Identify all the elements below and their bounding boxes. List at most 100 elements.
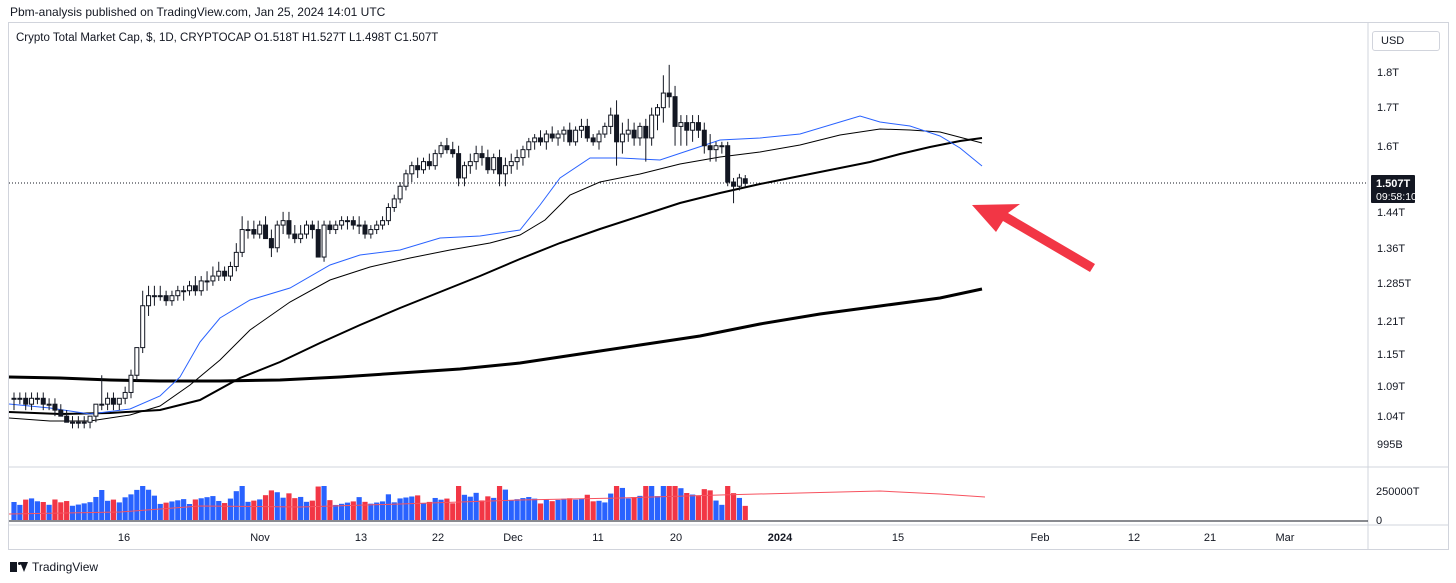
candle <box>187 280 192 296</box>
candle <box>625 118 631 142</box>
volume-bar <box>11 502 17 520</box>
candle <box>426 153 432 170</box>
volume-bar <box>280 497 286 520</box>
candle <box>333 220 339 235</box>
volume-bar <box>64 501 70 520</box>
ma-50-line <box>8 137 983 416</box>
y-tick-label: 1.285T <box>1377 278 1412 290</box>
candle <box>467 153 473 174</box>
candle <box>286 211 292 239</box>
candle <box>637 122 643 146</box>
x-tick-label: Mar <box>1276 532 1295 544</box>
candle <box>584 118 590 142</box>
candle <box>321 220 327 262</box>
candle <box>327 220 333 235</box>
volume-bar <box>596 500 602 520</box>
volume-bar <box>479 500 485 520</box>
volume-bar <box>397 498 403 520</box>
chart-frame <box>8 22 1449 550</box>
candle <box>602 122 608 138</box>
currency-button[interactable]: USD <box>1372 31 1440 51</box>
volume-bar <box>690 494 696 520</box>
volume-bar <box>520 498 526 520</box>
volume-bar <box>298 496 304 520</box>
tradingview-footer[interactable]: TradingView <box>10 560 98 574</box>
candle <box>567 122 573 146</box>
volume-bar <box>695 496 702 520</box>
volume-bar <box>198 498 204 520</box>
candle <box>40 392 46 411</box>
publisher-line: Pbm-analysis published on TradingView.co… <box>10 5 386 19</box>
volume-bar <box>28 498 35 520</box>
candle <box>502 157 508 187</box>
candle <box>713 141 719 162</box>
x-tick-label: 2024 <box>768 532 793 544</box>
candle <box>368 225 374 239</box>
candle <box>432 149 438 170</box>
x-tick-label: 15 <box>892 532 904 544</box>
candle <box>122 386 128 405</box>
volume-bar <box>99 490 105 520</box>
volume-bar <box>23 499 29 520</box>
volume-bar <box>584 494 590 520</box>
volume-bar <box>321 486 327 520</box>
candle <box>292 225 298 244</box>
candle <box>578 118 584 138</box>
volume-bar <box>110 499 117 520</box>
volume-bar <box>186 504 193 520</box>
candle <box>52 398 58 417</box>
candle <box>479 145 485 166</box>
volume-bar <box>701 489 707 520</box>
last-price-value: 1.507T <box>1376 178 1411 190</box>
axis-separators <box>9 23 1448 549</box>
x-tick-label: 11 <box>592 532 603 544</box>
candle <box>403 169 409 191</box>
candle <box>34 392 40 405</box>
volume-bar <box>175 500 181 520</box>
candle <box>11 392 17 411</box>
candle <box>684 115 690 146</box>
volume-bar <box>233 491 239 520</box>
y-tick-label: 1.44T <box>1377 207 1405 219</box>
candle <box>614 100 620 166</box>
candle <box>239 216 245 258</box>
volume-bar <box>613 486 620 520</box>
candle <box>17 392 23 405</box>
volume-bar <box>251 500 257 520</box>
volume-bar <box>216 500 222 520</box>
candle <box>128 369 134 399</box>
volume-bar <box>292 498 298 520</box>
candle <box>175 285 181 301</box>
candle <box>649 107 655 146</box>
volume-bar <box>227 498 234 520</box>
volume-bar <box>356 497 362 520</box>
volume-bar <box>87 502 93 520</box>
candles-layer <box>11 64 748 429</box>
x-tick-label: 12 <box>1128 532 1140 544</box>
volume-bar <box>637 495 643 520</box>
volume-bar <box>409 496 415 520</box>
candle <box>666 64 672 108</box>
volume-bar <box>625 498 631 520</box>
ma-20-line <box>8 128 983 422</box>
x-tick-label: 13 <box>355 532 367 544</box>
volume-bar <box>128 494 134 520</box>
x-tick-label: 20 <box>670 532 682 544</box>
y-tick-label: 1.8T <box>1377 67 1399 79</box>
candle <box>736 173 742 191</box>
x-tick-label: Feb <box>1031 532 1050 544</box>
candle <box>263 216 269 240</box>
volume-bar <box>344 502 351 520</box>
volume-bar <box>543 499 549 520</box>
candle <box>719 141 725 154</box>
candle <box>678 115 684 146</box>
y-tick-label: 1.6T <box>1377 141 1399 153</box>
candle <box>116 397 122 411</box>
volume-bar <box>713 500 719 520</box>
candle <box>192 276 198 296</box>
volume-bar <box>368 503 374 520</box>
last-price-badge: 1.507T 09:58:10 <box>1371 175 1417 203</box>
candle <box>99 375 105 411</box>
volume-bar <box>105 500 111 520</box>
